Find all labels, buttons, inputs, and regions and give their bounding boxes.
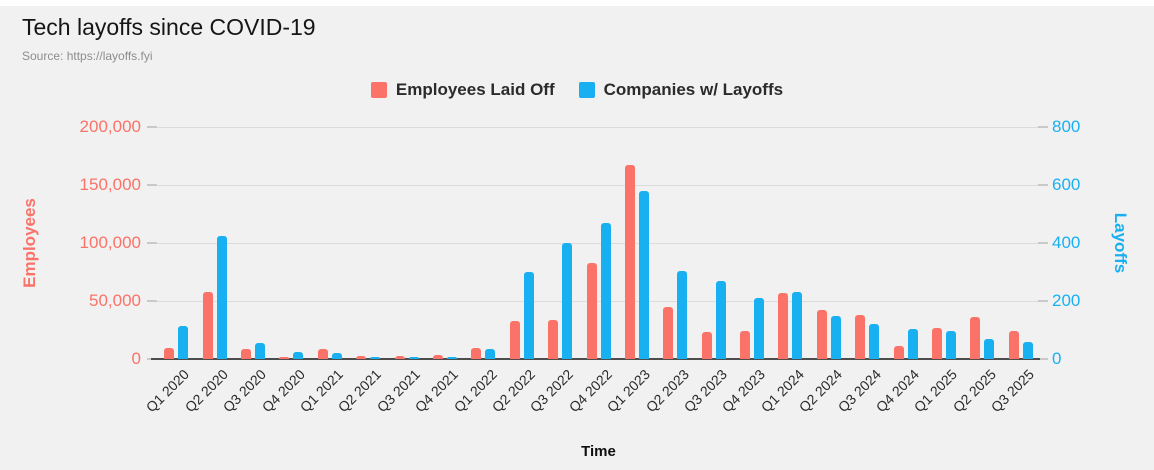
y-right-tick-3: 200 (1052, 291, 1081, 310)
y-right-tickmark-0 (1038, 126, 1048, 128)
bar-companies-q3-2025[interactable] (1022, 341, 1033, 359)
bar-companies-q1-2022[interactable] (485, 348, 496, 359)
bar-companies-q2-2021[interactable] (370, 356, 381, 359)
bar-employees-q3-2024[interactable] (855, 314, 866, 359)
bar-companies-q3-2024[interactable] (869, 324, 880, 359)
y-right-tick-1: 600 (1052, 175, 1081, 194)
bar-employees-q1-2021[interactable] (317, 348, 328, 359)
bar-employees-q1-2022[interactable] (471, 347, 482, 359)
gridline-1 (157, 185, 1040, 186)
bar-companies-q4-2023[interactable] (754, 298, 765, 359)
legend-item-companies[interactable]: Companies w/ Layoffs (578, 80, 784, 100)
bar-employees-q1-2023[interactable] (624, 165, 635, 359)
y-left-tick-0: 200,000 (79, 117, 141, 136)
bar-companies-q1-2025[interactable] (946, 331, 957, 359)
bar-employees-q2-2022[interactable] (509, 320, 520, 359)
y-left-tick-1: 150,000 (79, 175, 141, 194)
x-axis-line (151, 358, 1040, 360)
bar-companies-q1-2024[interactable] (792, 292, 803, 359)
gridline-3 (157, 301, 1040, 302)
y-right-tick-0: 800 (1052, 117, 1081, 136)
bar-employees-q4-2023[interactable] (740, 331, 751, 359)
y-left-tickmark-0 (147, 126, 157, 128)
bar-employees-q2-2020[interactable] (202, 291, 213, 359)
page-top-edge (0, 0, 1154, 6)
legend-label-companies: Companies w/ Layoffs (603, 80, 784, 99)
y-left-tick-4: 0 (131, 349, 141, 368)
bar-employees-q4-2024[interactable] (893, 346, 904, 359)
y-left-tickmark-2 (147, 242, 157, 244)
bar-employees-q2-2023[interactable] (663, 306, 674, 359)
bar-employees-q1-2020[interactable] (164, 347, 175, 359)
y-left-tickmark-1 (147, 184, 157, 186)
bar-employees-q3-2020[interactable] (240, 348, 251, 359)
bar-employees-q4-2022[interactable] (586, 263, 597, 359)
bar-companies-q3-2021[interactable] (408, 356, 419, 359)
y-right-tickmark-1 (1038, 184, 1048, 186)
y-axis-title-layoffs: Layoffs (1111, 212, 1130, 274)
bar-companies-q2-2024[interactable] (830, 315, 841, 359)
y-axis-title-employees: Employees (20, 198, 40, 288)
bar-companies-q2-2022[interactable] (523, 272, 534, 359)
legend-swatch-employees (370, 82, 387, 98)
legend-label-employees: Employees Laid Off (395, 80, 555, 99)
bar-employees-q2-2025[interactable] (970, 316, 981, 359)
bar-companies-q4-2024[interactable] (907, 328, 918, 359)
bar-companies-q1-2021[interactable] (331, 353, 342, 359)
bar-employees-q3-2021[interactable] (394, 355, 405, 359)
bar-employees-q3-2023[interactable] (701, 331, 712, 359)
y-right-tickmark-3 (1038, 300, 1048, 302)
bar-employees-q1-2025[interactable] (932, 327, 943, 359)
y-axis-title-left-wrap: Employees (10, 127, 50, 359)
y-right-tickmark-4 (1038, 358, 1048, 360)
bar-companies-q2-2023[interactable] (677, 270, 688, 359)
page-title: Tech layoffs since COVID-19 (22, 14, 316, 40)
bar-employees-q4-2021[interactable] (432, 354, 443, 359)
bar-companies-q1-2020[interactable] (178, 325, 189, 359)
bar-companies-q4-2020[interactable] (293, 351, 304, 359)
y-left-tickmark-3 (147, 300, 157, 302)
bar-companies-q2-2025[interactable] (984, 338, 995, 359)
bar-companies-q4-2021[interactable] (446, 356, 457, 359)
bar-employees-q3-2025[interactable] (1008, 331, 1019, 359)
x-axis-title: Time (581, 443, 616, 460)
legend-item-employees[interactable]: Employees Laid Off (370, 80, 555, 100)
legend-swatch-companies (578, 82, 595, 98)
y-right-tick-2: 400 (1052, 233, 1081, 252)
bar-employees-q1-2024[interactable] (778, 293, 789, 359)
y-axis-title-right-wrap: Layoffs (1100, 127, 1140, 359)
y-right-tickmark-2 (1038, 242, 1048, 244)
bar-employees-q4-2020[interactable] (279, 356, 290, 359)
source-link[interactable]: Source: https://layoffs.fyi (22, 49, 153, 63)
bar-employees-q2-2021[interactable] (356, 355, 367, 359)
bar-companies-q3-2023[interactable] (715, 280, 726, 359)
bar-companies-q4-2022[interactable] (600, 222, 611, 359)
bar-companies-q1-2023[interactable] (638, 190, 649, 359)
gridline-0 (157, 127, 1040, 128)
bar-employees-q2-2024[interactable] (816, 310, 827, 359)
bar-employees-q3-2022[interactable] (548, 319, 559, 359)
gridline-2 (157, 243, 1040, 244)
y-left-tick-2: 100,000 (79, 233, 141, 252)
legend: Employees Laid Off Companies w/ Layoffs (0, 80, 1154, 100)
bar-companies-q2-2020[interactable] (216, 235, 227, 359)
bar-companies-q3-2022[interactable] (562, 243, 573, 359)
bar-companies-q3-2020[interactable] (254, 343, 265, 359)
y-left-tick-3: 50,000 (89, 291, 141, 310)
y-right-tick-4: 0 (1052, 349, 1062, 368)
